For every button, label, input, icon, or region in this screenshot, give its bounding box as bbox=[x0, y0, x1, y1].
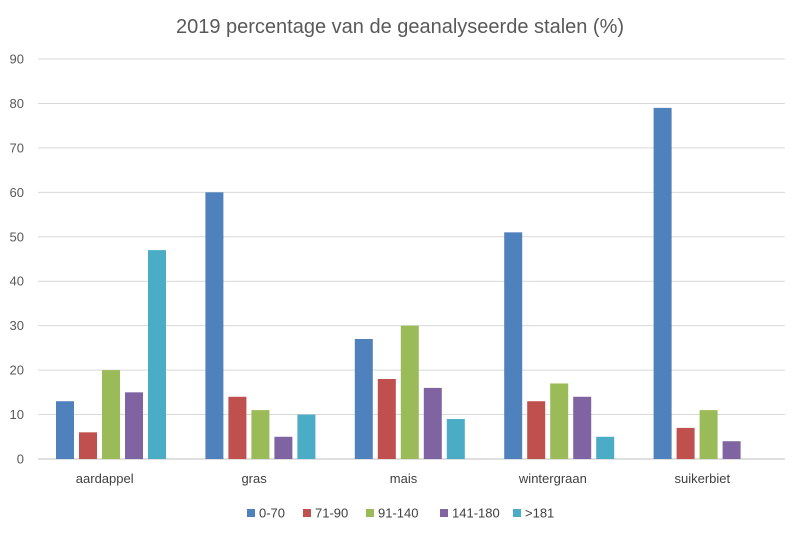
bar-aardappel-0-70 bbox=[56, 401, 74, 459]
bar-wintergraan-141-180 bbox=[573, 396, 592, 459]
bar-aardappel-141-180 bbox=[125, 392, 143, 459]
chart-title: 2019 percentage van de geanalyseerde sta… bbox=[176, 16, 624, 38]
y-tick-label: 20 bbox=[10, 363, 24, 378]
y-tick-label: 60 bbox=[10, 185, 24, 200]
x-tick-label: aardappel bbox=[76, 471, 134, 486]
x-tick-label: gras bbox=[241, 471, 267, 486]
legend-label: >181 bbox=[525, 506, 554, 521]
legend-swatch bbox=[440, 509, 448, 517]
bar-wintergraan->181 bbox=[596, 436, 615, 459]
y-tick-label: 10 bbox=[10, 407, 24, 422]
legend-swatch bbox=[303, 509, 311, 517]
bar-wintergraan-91-140 bbox=[550, 383, 569, 459]
bar-gras-91-140 bbox=[251, 410, 270, 459]
y-tick-label: 30 bbox=[10, 318, 24, 333]
legend-label: 141-180 bbox=[452, 506, 500, 521]
bar-mais->181 bbox=[446, 419, 465, 459]
x-tick-label: suikerbiet bbox=[674, 471, 730, 486]
legend-swatch bbox=[247, 509, 255, 517]
y-tick-label: 90 bbox=[10, 52, 24, 67]
bar-suikerbiet-0-70 bbox=[653, 107, 672, 459]
legend: 0-70 71-90 91-140 141-180 >181 bbox=[247, 506, 554, 521]
bar-gras-141-180 bbox=[274, 436, 293, 459]
legend-swatch bbox=[513, 509, 521, 517]
legend-label: 0-70 bbox=[259, 506, 285, 521]
x-tick-label: wintergraan bbox=[518, 471, 587, 486]
y-tick-label: 40 bbox=[10, 274, 24, 289]
bar-aardappel->181 bbox=[148, 250, 166, 459]
bar-mais-141-180 bbox=[423, 387, 442, 459]
y-tick-label: 80 bbox=[10, 96, 24, 111]
bar-mais-91-140 bbox=[400, 325, 419, 459]
x-axis-labels: aardappel gras mais wintergraan suikerbiet bbox=[76, 471, 731, 486]
legend-swatch bbox=[366, 509, 374, 517]
bar-wintergraan-71-90 bbox=[527, 401, 546, 459]
bar-suikerbiet-141-180 bbox=[722, 441, 741, 459]
y-axis-ticks: 0 10 20 30 40 50 60 70 80 90 bbox=[10, 52, 24, 467]
bar-suikerbiet-71-90 bbox=[676, 427, 695, 459]
y-tick-label: 0 bbox=[17, 452, 24, 467]
bar-gras->181 bbox=[297, 414, 316, 459]
y-tick-label: 50 bbox=[10, 229, 24, 244]
bar-aardappel-71-90 bbox=[79, 432, 97, 459]
bar-gras-0-70 bbox=[205, 192, 224, 460]
legend-label: 91-140 bbox=[378, 506, 418, 521]
bar-mais-71-90 bbox=[377, 379, 396, 459]
y-tick-label: 70 bbox=[10, 140, 24, 155]
bar-wintergraan-0-70 bbox=[504, 232, 523, 459]
bar-aardappel-91-140 bbox=[102, 370, 120, 459]
x-tick-label: mais bbox=[390, 471, 418, 486]
legend-label: 71-90 bbox=[315, 506, 348, 521]
bar-suikerbiet-91-140 bbox=[699, 410, 718, 459]
bar-mais-0-70 bbox=[354, 339, 373, 459]
bars bbox=[56, 107, 741, 460]
bar-gras-71-90 bbox=[228, 396, 247, 459]
